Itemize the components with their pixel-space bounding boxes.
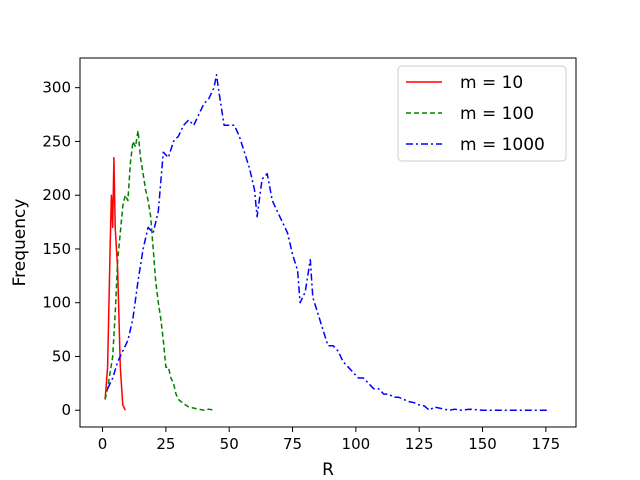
x-tick-label: 150 [468, 435, 497, 453]
axes-frame [79, 57, 577, 428]
x-tick-label: 50 [220, 435, 239, 453]
y-tick-label: 200 [42, 186, 71, 204]
legend-label-1: m = 100 [460, 104, 534, 124]
y-tick-label: 300 [42, 79, 71, 97]
series-line-2 [106, 74, 549, 411]
x-tick-label: 75 [283, 435, 302, 453]
y-tick-label: 250 [42, 132, 71, 150]
y-axis-label: Frequency [10, 199, 30, 287]
series-line-0 [104, 156, 126, 411]
y-tick-label: 0 [61, 401, 71, 419]
legend-items: m = 10 m = 100 m = 1000 [406, 73, 545, 155]
legend-label-0: m = 10 [460, 73, 523, 93]
legend-box [397, 65, 567, 162]
x-axis-ticks: 0 25 50 75 100 125 150 175 [98, 427, 560, 453]
x-tick-label: 175 [532, 435, 561, 453]
series-layer [104, 74, 549, 411]
x-tick-label: 25 [156, 435, 175, 453]
x-tick-label: 100 [342, 435, 371, 453]
y-axis-ticks: 0 50 100 150 200 250 300 [42, 79, 80, 419]
legend: m = 10 m = 100 m = 1000 [397, 65, 567, 162]
x-tick-label: 0 [98, 435, 108, 453]
x-axis-label: R [322, 460, 334, 480]
plot-area: 0 25 50 75 100 125 150 175 0 50 100 150 200 250 300 [42, 57, 577, 453]
y-tick-label: 50 [52, 347, 71, 365]
series-line-1 [104, 129, 215, 411]
legend-label-2: m = 1000 [460, 135, 545, 155]
x-tick-label: 125 [405, 435, 434, 453]
y-tick-label: 100 [42, 294, 71, 312]
y-tick-label: 150 [42, 240, 71, 258]
